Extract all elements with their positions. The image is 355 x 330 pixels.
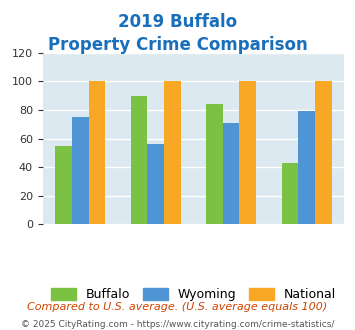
Bar — [240, 82, 256, 224]
Text: © 2025 CityRating.com - https://www.cityrating.com/crime-statistics/: © 2025 CityRating.com - https://www.city… — [21, 320, 334, 329]
Bar — [147, 144, 164, 224]
Text: Property Crime Comparison: Property Crime Comparison — [48, 36, 307, 54]
Bar — [164, 82, 181, 224]
Text: Compared to U.S. average. (U.S. average equals 100): Compared to U.S. average. (U.S. average … — [27, 302, 328, 312]
Bar — [315, 82, 332, 224]
Legend: Buffalo, Wyoming, National: Buffalo, Wyoming, National — [45, 281, 342, 307]
Bar — [206, 104, 223, 224]
Bar — [298, 112, 315, 224]
Bar — [131, 96, 147, 224]
Bar — [55, 146, 72, 224]
Bar — [72, 117, 89, 224]
Bar — [282, 163, 298, 224]
Bar — [89, 82, 105, 224]
Bar — [223, 123, 240, 224]
Text: 2019 Buffalo: 2019 Buffalo — [118, 13, 237, 31]
